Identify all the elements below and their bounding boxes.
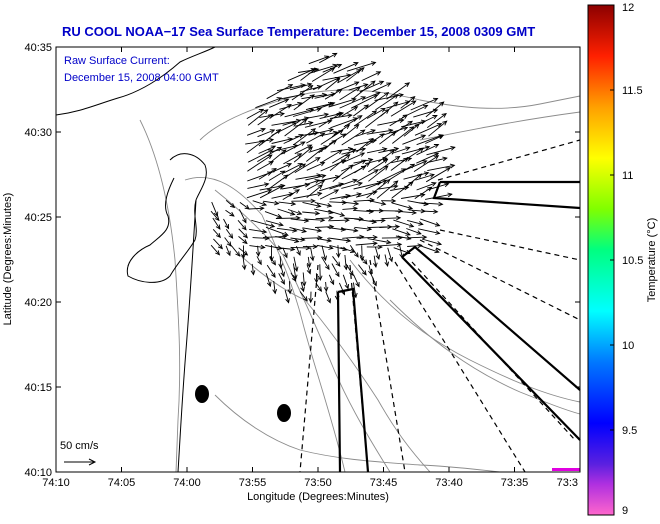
buoy-marker-2 (277, 404, 291, 422)
y-tick-label: 40:10 (24, 467, 52, 479)
colorbar-tick-label: 12 (622, 2, 634, 14)
colorbar-tick-label: 9.5 (622, 425, 637, 437)
x-tick-label: 73:45 (370, 477, 398, 489)
current-vector (369, 220, 385, 221)
magenta-mark (552, 468, 580, 471)
buoy-marker-1 (195, 385, 209, 403)
current-vector (276, 218, 300, 219)
colorbar-ticks: 12 11.5 11 10.5 10 9.5 9 (610, 2, 643, 517)
x-tick-label: 74:00 (173, 477, 201, 489)
x-tick-label: 73:55 (239, 477, 267, 489)
x-tick-label: 73:35 (501, 477, 529, 489)
y-tick-label: 40:35 (24, 42, 52, 54)
subtitle-line-2: December 15, 2008 04:00 GMT (64, 72, 219, 84)
x-axis-label: Longitude (Degrees:Minutes) (247, 491, 389, 503)
x-tick-label: 73:40 (435, 477, 463, 489)
y-tick-label: 40:30 (24, 127, 52, 139)
x-tick-label: 73:3 (557, 477, 578, 489)
y-tick-label: 40:25 (24, 212, 52, 224)
colorbar-tick-label: 11 (622, 170, 633, 182)
colorbar-label: Temperature (°C) (646, 218, 658, 302)
y-axis-label: Latitude (Degrees:Minutes) (2, 193, 14, 326)
y-tick-label: 40:20 (24, 297, 52, 309)
colorbar-tick-label: 11.5 (622, 85, 643, 97)
x-tick-label: 73:50 (304, 477, 332, 489)
subtitle-line-1: Raw Surface Current: (64, 55, 170, 67)
y-tick-label: 40:15 (24, 382, 52, 394)
colorbar-tick-label: 10.5 (622, 255, 643, 267)
scale-label: 50 cm/s (60, 440, 99, 452)
current-vector (320, 264, 321, 280)
chart-title: RU COOL NOAA−17 Sea Surface Temperature:… (62, 24, 535, 39)
colorbar-tick-label: 9 (622, 505, 628, 517)
x-tick-label: 74:05 (108, 477, 136, 489)
colorbar-tick-label: 10 (622, 340, 634, 352)
plot-area: Raw Surface Current: December 15, 2008 0… (56, 47, 580, 472)
